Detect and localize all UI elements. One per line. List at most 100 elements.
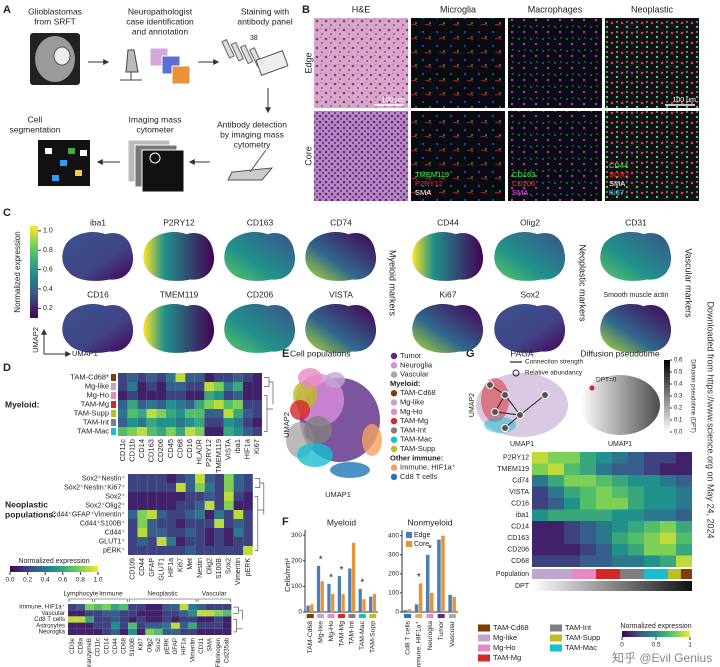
category-chip	[404, 614, 412, 618]
column-label: CD8a	[78, 637, 85, 653]
heatmap-cell	[156, 409, 166, 418]
heatmap-cell	[147, 546, 157, 555]
heatmap-cell	[188, 610, 197, 617]
y-tick-label: 0	[395, 609, 399, 616]
heatmap-cell	[214, 546, 224, 555]
category-chip	[448, 614, 456, 618]
heatmap-cell	[564, 498, 580, 510]
marker-label: CD44	[609, 161, 628, 170]
heatmap-cell	[137, 373, 147, 382]
heatmap-cell	[596, 486, 612, 498]
umap-tile	[224, 231, 296, 281]
column-label: Ki67	[252, 439, 261, 454]
colorbar-label: Normalized expression	[18, 558, 89, 565]
row-label: Immune, HIF1a⁺	[19, 604, 65, 611]
heatmap-cell	[102, 622, 111, 629]
panel-letter: B	[302, 4, 310, 16]
heatmap-cell	[93, 604, 103, 611]
heatmap-cell	[612, 452, 628, 464]
heatmap-cell	[118, 382, 128, 391]
column-label: CD206	[156, 439, 165, 462]
column-header: Macrophages	[528, 4, 583, 14]
heatmap-cell	[233, 409, 243, 418]
row-label: TAM-Int	[83, 417, 110, 426]
colorbar-tick-label: 0.8	[43, 247, 53, 254]
heatmap-cell	[176, 519, 186, 528]
heatmap-cell	[185, 373, 195, 382]
heatmap-cell	[136, 622, 146, 629]
column-label: Vimentin	[189, 637, 196, 662]
heatmap-cell	[176, 492, 186, 501]
umap-title: VISTA	[329, 289, 353, 299]
heatmap-cell	[176, 483, 186, 492]
heatmap-cell	[224, 483, 234, 492]
row-label: TMEM119	[497, 466, 529, 473]
umap-cloud	[481, 378, 509, 422]
group-bracket	[94, 598, 128, 602]
legend-label: Mg-Ho	[493, 643, 516, 652]
bar	[362, 599, 366, 612]
heatmap-cell	[532, 544, 548, 556]
heatmap-cell	[660, 509, 676, 521]
heatmap-cell	[204, 501, 215, 510]
colorbar-tick-label: 0.5	[651, 642, 660, 649]
population-segment	[668, 569, 681, 579]
heatmap-cell	[596, 452, 612, 464]
umap-cluster	[330, 462, 370, 478]
heatmap-cell	[137, 492, 148, 501]
bar	[327, 583, 331, 612]
legend-marker	[390, 352, 398, 360]
column-label: S100B	[129, 638, 136, 657]
tube-icon	[221, 39, 235, 59]
y-tick-label: 0	[298, 609, 302, 616]
heatmap-cell	[580, 555, 596, 567]
heatmap-cell	[136, 616, 146, 623]
heatmap-cell	[205, 628, 215, 635]
heatmap-cell	[156, 492, 167, 501]
colorbar-tick-label: 0.6	[43, 266, 53, 273]
heatmap-cell	[185, 501, 196, 510]
heatmap-cell	[137, 409, 147, 418]
row-label: pERK⁺	[103, 547, 125, 554]
heatmap-cell	[644, 544, 660, 556]
row-label: P2RY12	[503, 455, 529, 462]
heatmap-cell	[146, 373, 157, 382]
heatmap-cell	[145, 628, 154, 635]
heatmap-cell	[628, 509, 644, 521]
legend-marker	[390, 371, 398, 378]
legend-marker	[550, 624, 562, 632]
x-tick-label: Immune, HIF1a⁺	[416, 621, 423, 667]
row-label: Neuroglia	[39, 629, 66, 636]
dpt-origin	[589, 385, 595, 391]
heatmap-cell	[242, 409, 253, 418]
heatmap-cell	[128, 622, 137, 629]
bar	[430, 592, 434, 612]
legend-marker	[390, 362, 398, 369]
panel-letter: C	[3, 207, 11, 219]
heatmap-cell	[197, 610, 206, 617]
colorbar-tick-label: 0	[620, 642, 624, 649]
column-label: GLUT1	[158, 558, 165, 581]
slide-icon	[171, 65, 191, 85]
heatmap-cell	[194, 391, 205, 400]
step-label: antibody panel	[237, 16, 292, 26]
micrograph	[411, 18, 505, 108]
heatmap-cell	[243, 519, 253, 528]
heatmap-cell	[233, 427, 243, 436]
heatmap-cell	[136, 604, 146, 611]
category-chip	[369, 614, 377, 618]
heatmap-cell	[137, 528, 148, 537]
heatmap-cell	[612, 555, 628, 567]
column-label: pERK	[245, 558, 252, 577]
heatmap-cell	[243, 537, 253, 546]
category-chip	[426, 614, 434, 618]
population-segment	[572, 569, 596, 579]
heatmap-cell	[204, 537, 215, 546]
umap-title: CD44	[437, 217, 459, 227]
row-color	[111, 383, 116, 390]
column-label: CD44	[139, 558, 146, 576]
legend-marker	[478, 624, 490, 632]
heatmap-cell	[222, 628, 232, 635]
row-header: Core	[303, 146, 313, 166]
row-label: Astrocytes	[36, 622, 65, 629]
